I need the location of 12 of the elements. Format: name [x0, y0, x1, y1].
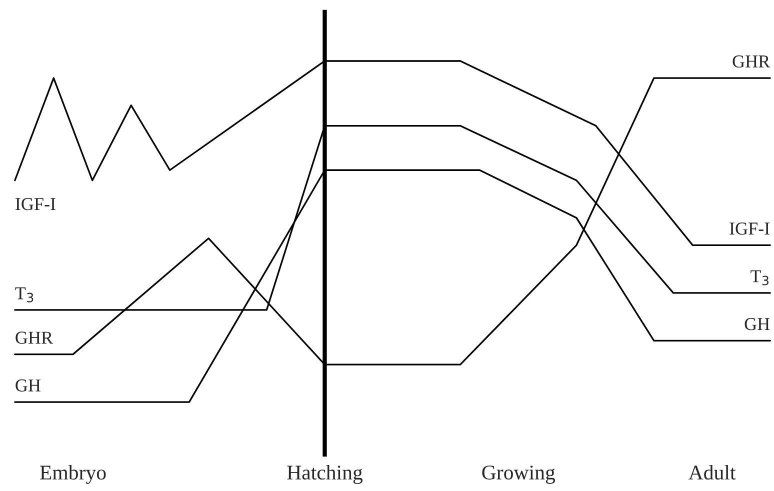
text: IGF-I [16, 198, 56, 210]
series-label: T$_{3}$ [15, 287, 34, 302]
x-tick-label: Hatching [287, 464, 363, 484]
series-label: GHR [16, 332, 54, 344]
series-label: IGF-I [730, 222, 770, 235]
text: GH [744, 318, 770, 330]
x-tick-label: Growing [482, 466, 556, 484]
text: T$_{3}$ [750, 270, 768, 286]
x-tick-label: Embryo [40, 464, 106, 484]
text: GHR [732, 55, 770, 68]
series-label: GH [16, 379, 40, 392]
x-tick-label: Adult [688, 464, 736, 480]
